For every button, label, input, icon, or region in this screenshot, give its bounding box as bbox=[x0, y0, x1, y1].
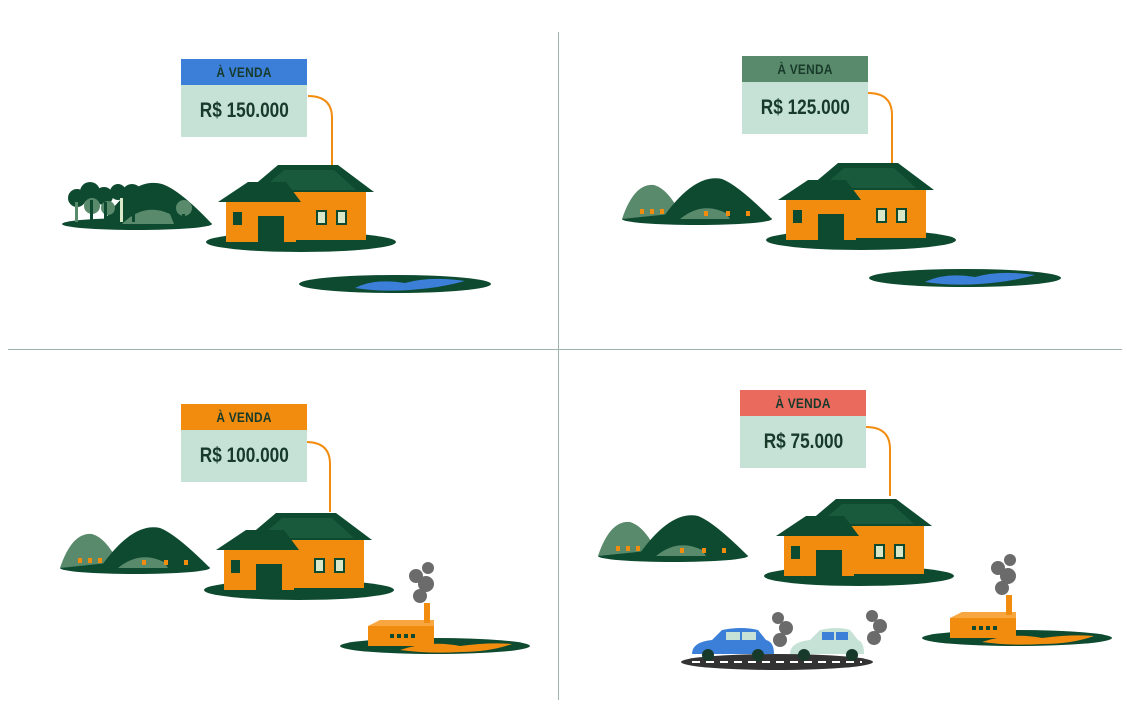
price-box: R$ 125.000 bbox=[742, 82, 868, 134]
scene-hills-factory-cars bbox=[598, 426, 1112, 671]
lake-illustration bbox=[869, 269, 1061, 287]
house-illustration bbox=[204, 513, 394, 600]
price-box: R$ 100.000 bbox=[181, 430, 307, 482]
price-sign: À VENDA R$ 75.000 bbox=[740, 390, 866, 468]
sale-label: À VENDA bbox=[216, 64, 272, 80]
scene-hills-lake bbox=[622, 92, 1061, 287]
sign-label-bar: À VENDA bbox=[740, 390, 866, 416]
listing-panel-4: À VENDA R$ 75.000 bbox=[560, 350, 1120, 700]
hills-illustration bbox=[622, 178, 772, 225]
sign-connector bbox=[865, 426, 891, 496]
sale-label: À VENDA bbox=[777, 61, 833, 77]
hills-illustration bbox=[598, 515, 748, 562]
scene-hills-factory bbox=[60, 441, 530, 654]
price-box: R$ 150.000 bbox=[181, 85, 307, 137]
price-text: R$ 125.000 bbox=[760, 96, 850, 119]
listing-panel-3: À VENDA R$ 100.000 bbox=[0, 350, 560, 700]
listing-panel-1: À VENDA R$ 150.000 bbox=[0, 0, 560, 350]
horizontal-divider bbox=[8, 349, 1122, 350]
sign-connector bbox=[307, 95, 333, 166]
price-text: R$ 100.000 bbox=[199, 444, 289, 467]
price-sign: À VENDA R$ 125.000 bbox=[742, 56, 868, 134]
cars-illustration bbox=[680, 609, 888, 671]
house-illustration bbox=[764, 499, 954, 586]
price-text: R$ 75.000 bbox=[763, 430, 843, 453]
scene-forest-lake bbox=[62, 95, 491, 293]
house-illustration bbox=[206, 165, 396, 252]
factory-illustration bbox=[340, 562, 530, 654]
house-illustration bbox=[766, 163, 956, 250]
listing-panel-2: À VENDA R$ 125.000 bbox=[560, 0, 1120, 350]
factory-illustration bbox=[922, 554, 1112, 646]
price-text: R$ 150.000 bbox=[199, 99, 289, 122]
sign-label-bar: À VENDA bbox=[181, 404, 307, 430]
price-sign: À VENDA R$ 150.000 bbox=[181, 59, 307, 137]
forest-illustration bbox=[62, 182, 212, 230]
sign-label-bar: À VENDA bbox=[181, 59, 307, 85]
price-sign: À VENDA R$ 100.000 bbox=[181, 404, 307, 482]
vertical-divider bbox=[558, 32, 559, 700]
sign-connector bbox=[867, 92, 893, 164]
sale-label: À VENDA bbox=[775, 395, 831, 411]
hills-illustration bbox=[60, 527, 210, 574]
price-box: R$ 75.000 bbox=[740, 416, 866, 468]
sign-label-bar: À VENDA bbox=[742, 56, 868, 82]
sign-connector bbox=[305, 441, 331, 512]
sale-label: À VENDA bbox=[216, 409, 272, 425]
lake-illustration bbox=[299, 275, 491, 293]
